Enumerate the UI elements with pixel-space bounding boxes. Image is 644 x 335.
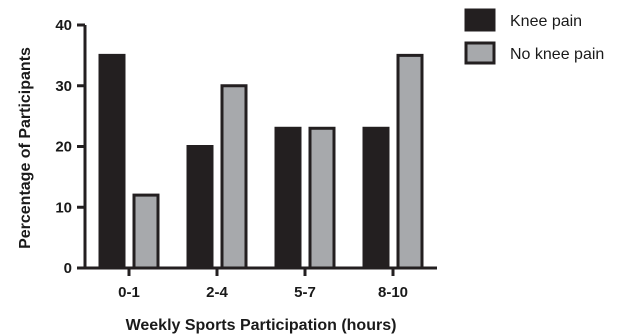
y-tick-label: 30	[55, 78, 72, 95]
legend-label: No knee pain	[510, 46, 604, 63]
legend-label: Knee pain	[510, 13, 582, 30]
bar-knee-pain	[186, 145, 214, 270]
bar-knee-pain	[362, 126, 390, 270]
x-tick-label: 5-7	[294, 284, 316, 301]
x-tick-label: 8-10	[378, 284, 408, 301]
bar-knee-pain	[98, 53, 126, 270]
x-tick-label: 2-4	[206, 284, 228, 301]
bar-no-knee-pain	[220, 84, 248, 270]
y-tick-label: 20	[55, 139, 72, 156]
bars	[98, 53, 424, 270]
x-tick-label: 0-1	[118, 284, 140, 301]
bar-no-knee-pain	[396, 53, 424, 270]
legend: Knee pain No knee pain	[464, 8, 604, 65]
bar-no-knee-pain	[132, 193, 160, 270]
bar-knee-pain	[274, 126, 302, 270]
legend-swatch	[464, 8, 496, 32]
y-tick-label: 0	[64, 260, 72, 277]
y-tick-label: 10	[55, 199, 72, 216]
legend-swatch	[464, 41, 496, 65]
x-axis-title: Weekly Sports Participation (hours)	[126, 317, 397, 334]
y-axis-title: Percentage of Participants	[17, 47, 34, 249]
y-tick-label: 40	[55, 17, 72, 34]
bar-no-knee-pain	[308, 126, 336, 270]
x-axis: 0-1 2-4 5-7 8-10	[85, 266, 437, 301]
y-axis: 0 10 20 30 40	[55, 17, 87, 277]
